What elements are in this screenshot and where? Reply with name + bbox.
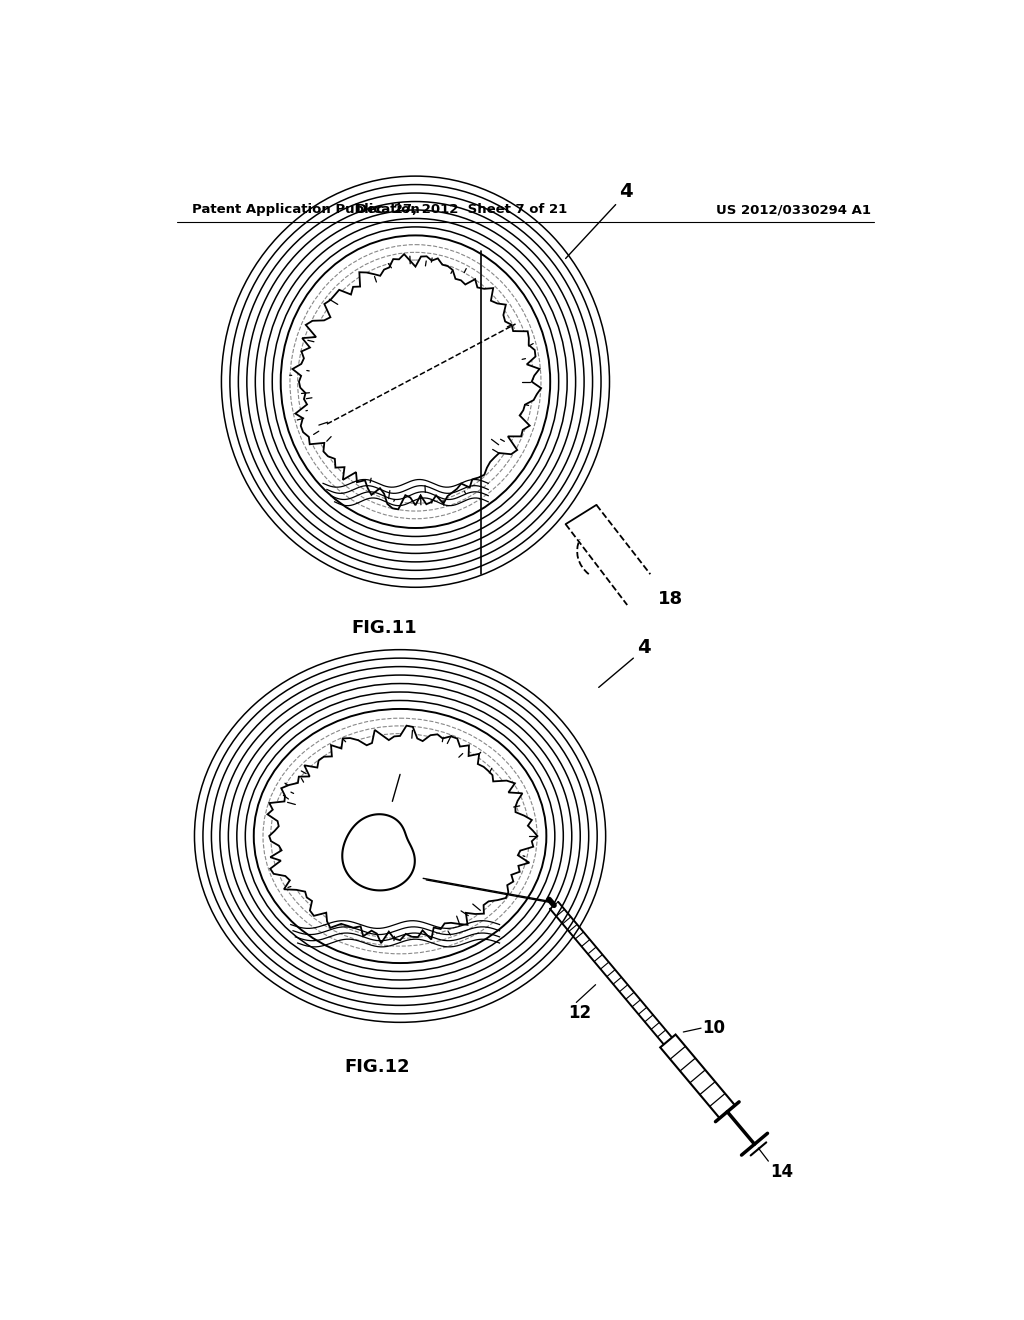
Ellipse shape xyxy=(283,737,517,936)
Text: 18: 18 xyxy=(658,590,683,607)
Ellipse shape xyxy=(311,264,519,499)
Text: FIG.11: FIG.11 xyxy=(352,619,418,636)
Text: 4: 4 xyxy=(620,182,633,201)
Text: Patent Application Publication: Patent Application Publication xyxy=(193,203,420,216)
Polygon shape xyxy=(660,1035,735,1118)
Text: 12: 12 xyxy=(568,1005,592,1022)
Text: US 2012/0330294 A1: US 2012/0330294 A1 xyxy=(716,203,870,216)
Polygon shape xyxy=(342,814,415,891)
Text: 10: 10 xyxy=(702,1019,726,1038)
Polygon shape xyxy=(267,726,538,944)
Text: FIG.12: FIG.12 xyxy=(344,1057,410,1076)
Text: 14: 14 xyxy=(770,1163,793,1181)
Polygon shape xyxy=(293,255,541,510)
Text: 4: 4 xyxy=(637,638,651,656)
Text: 14: 14 xyxy=(388,752,412,771)
Text: Dec. 27, 2012  Sheet 7 of 21: Dec. 27, 2012 Sheet 7 of 21 xyxy=(356,203,567,216)
